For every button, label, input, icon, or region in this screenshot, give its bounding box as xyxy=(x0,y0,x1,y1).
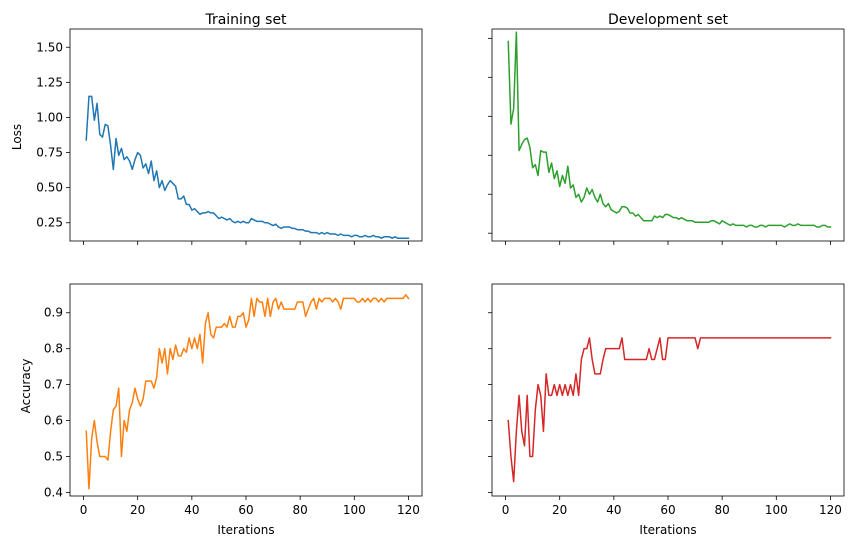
panel-title-development: Development set xyxy=(608,12,729,28)
plot-training-loss: 0.25 0.50 0.75 1.00 1.25 1.50 xyxy=(36,28,423,245)
x-tick-label: 60 xyxy=(660,503,675,517)
plot-development-loss xyxy=(488,28,845,245)
y-tick-label: 0.9 xyxy=(44,306,63,320)
y-axis-label-accuracy: Accuracy xyxy=(19,359,33,414)
y-tick-label: 1.25 xyxy=(36,75,63,89)
y-tick-label: 0.25 xyxy=(36,216,63,230)
plot-training-accuracy: 0 20 40 60 80 100 120 0.4 0.5 0.6 0.7 0.8 0.9 xyxy=(44,283,423,517)
y-tick-label: 0.75 xyxy=(36,146,63,160)
x-tick-label: 120 xyxy=(819,503,842,517)
x-tick-label: 120 xyxy=(397,503,420,517)
x-tick-label: 40 xyxy=(606,503,621,517)
x-tick-label: 20 xyxy=(130,503,145,517)
x-tick-label: 60 xyxy=(238,503,253,517)
x-tick-label: 80 xyxy=(293,503,308,517)
y-tick-label: 0.7 xyxy=(44,378,63,392)
x-tick-label: 0 xyxy=(80,503,88,517)
x-tick-label: 40 xyxy=(184,503,199,517)
y-tick-label: 0.50 xyxy=(36,181,63,195)
x-tick-label: 100 xyxy=(343,503,366,517)
x-tick-label: 20 xyxy=(552,503,567,517)
y-tick-label: 0.8 xyxy=(44,342,63,356)
y-tick-label: 0.5 xyxy=(44,449,63,463)
x-axis-label-iterations-right: Iterations xyxy=(639,523,696,537)
x-tick-label: 0 xyxy=(502,503,510,517)
x-tick-label: 100 xyxy=(765,503,788,517)
panel-title-training: Training set xyxy=(204,12,287,28)
x-axis-label-iterations-left: Iterations xyxy=(217,523,274,537)
y-tick-label: 1.00 xyxy=(36,110,63,124)
y-tick-label: 0.6 xyxy=(44,414,63,428)
y-axis-label-loss: Loss xyxy=(10,124,24,150)
y-tick-label: 1.50 xyxy=(36,40,63,54)
plot-development-accuracy: 0 20 40 60 80 100 120 xyxy=(488,283,845,517)
series-line xyxy=(85,294,410,490)
series-line xyxy=(85,95,410,239)
series-line xyxy=(507,31,832,228)
series-line xyxy=(507,337,832,483)
y-tick-label: 0.4 xyxy=(44,485,63,499)
x-tick-label: 80 xyxy=(715,503,730,517)
